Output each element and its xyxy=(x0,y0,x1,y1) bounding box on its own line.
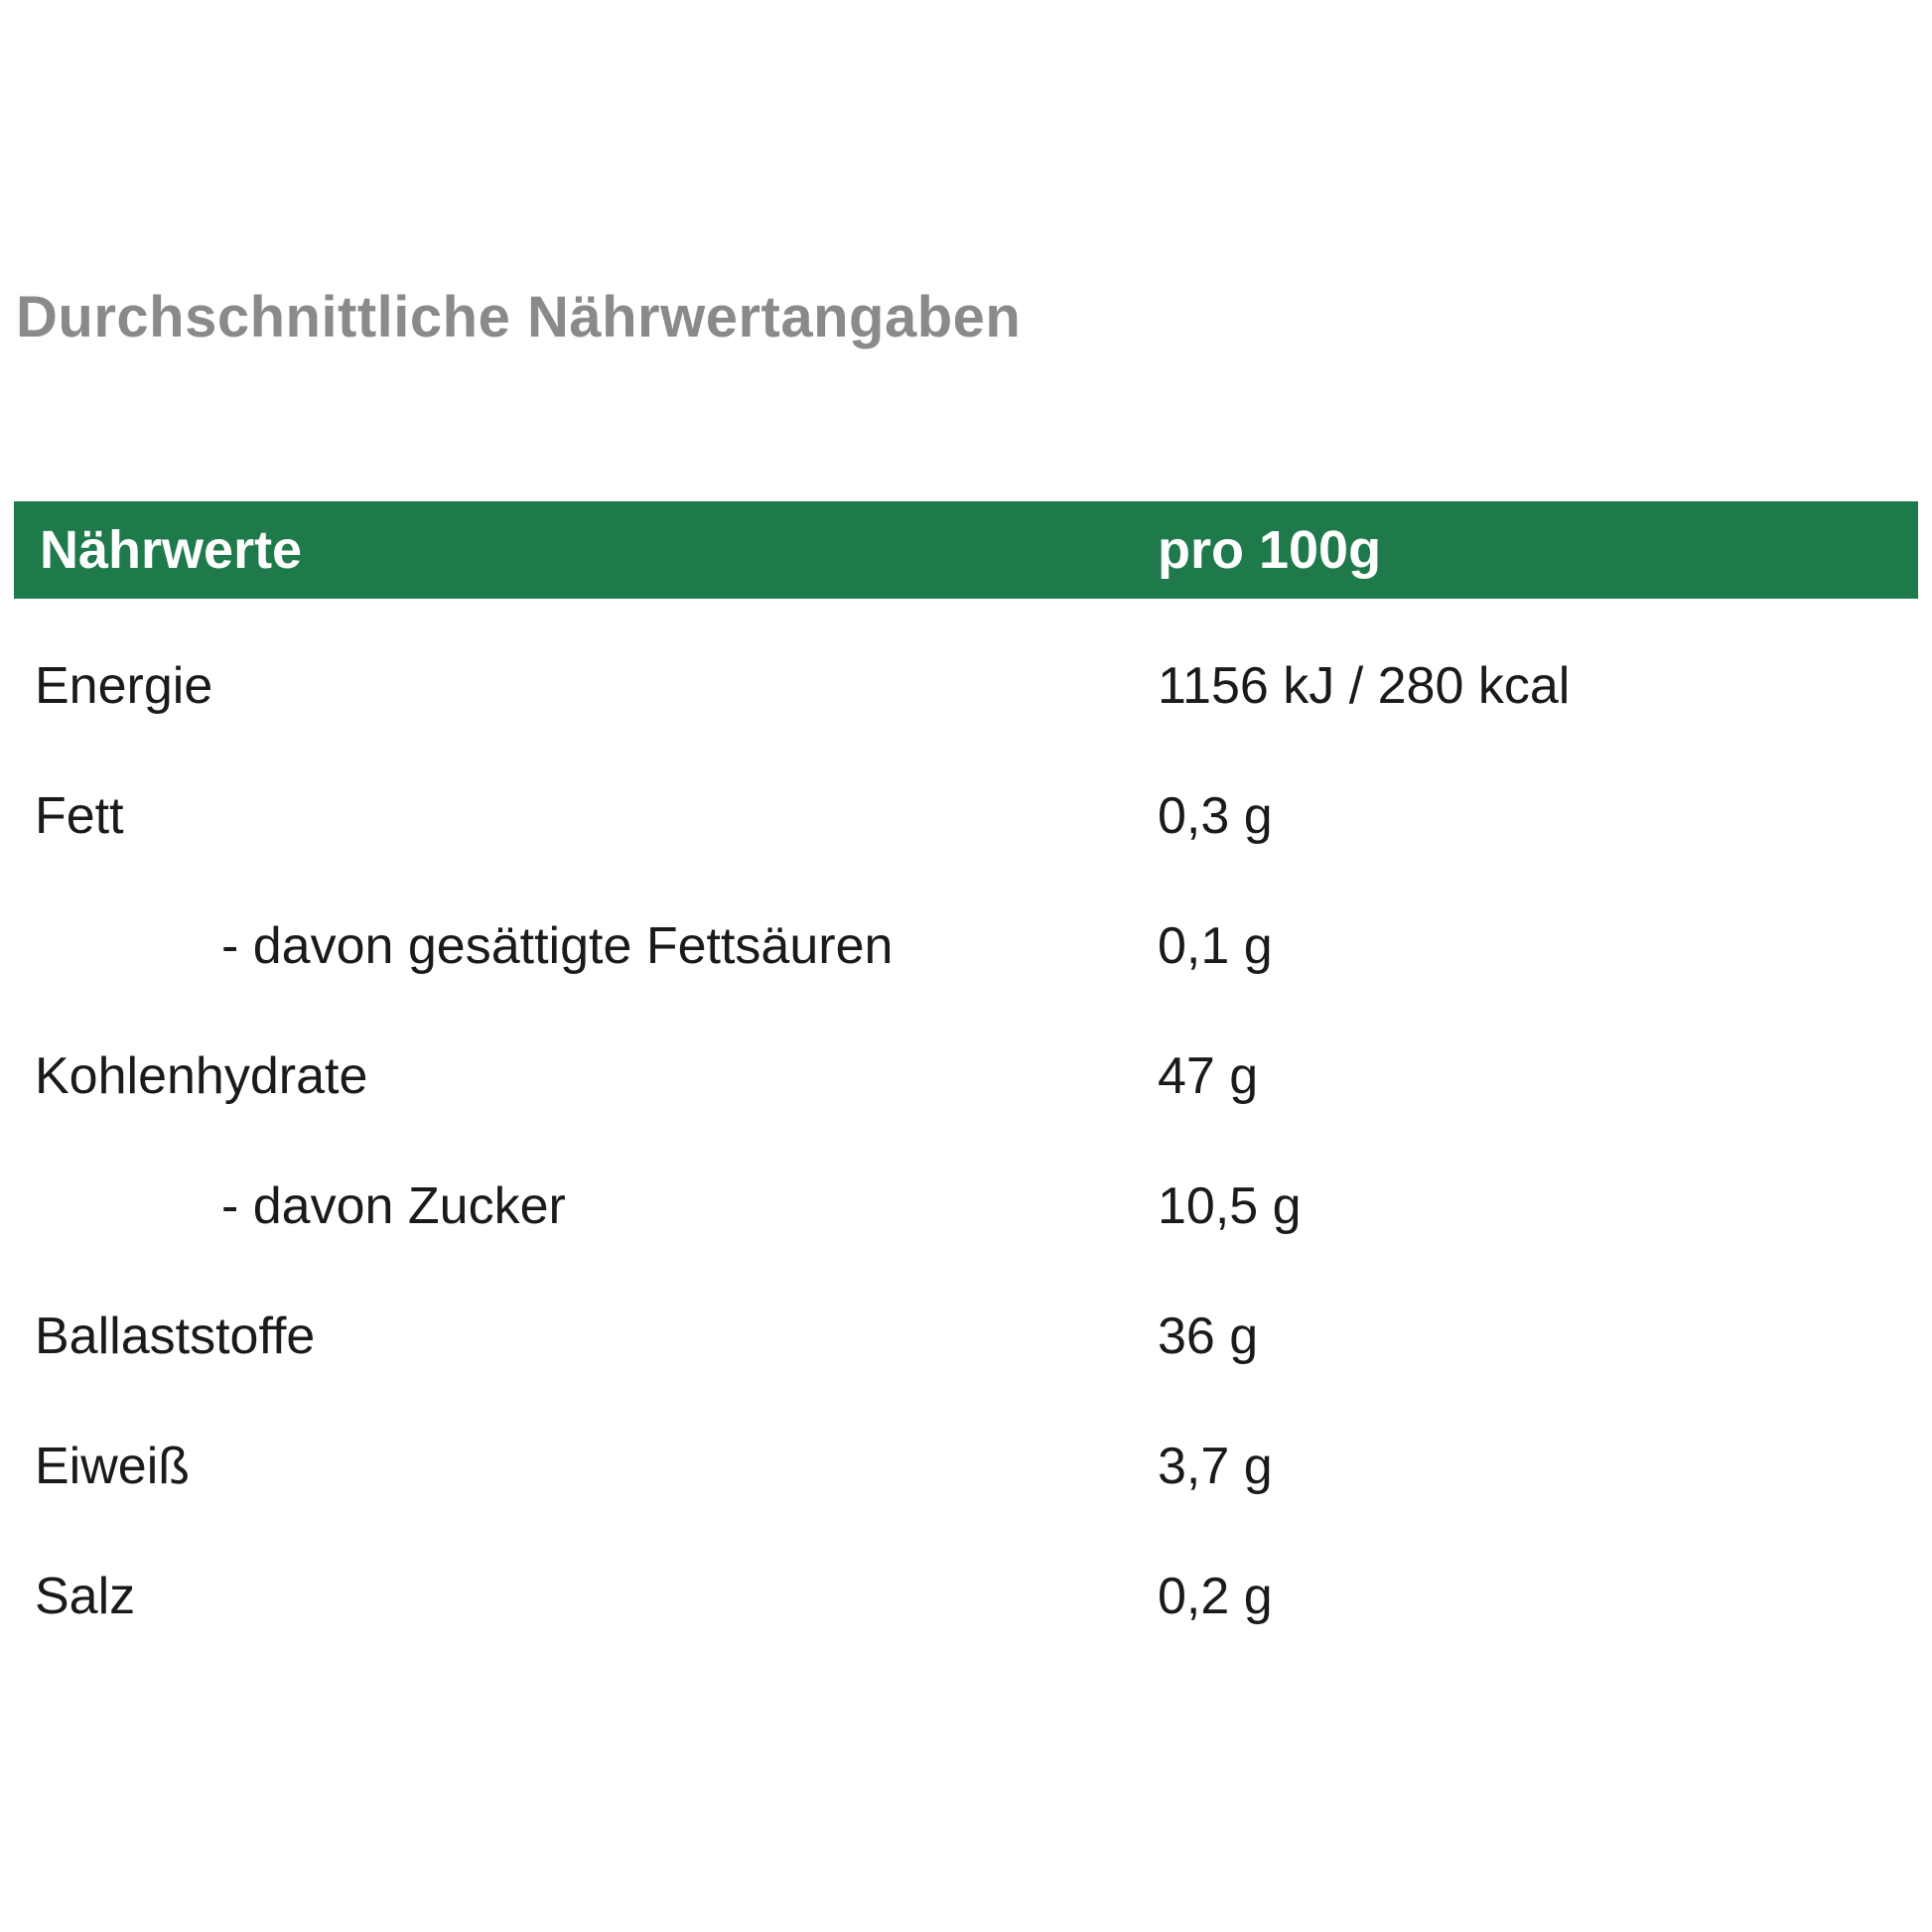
nutrient-value: 0,2 g xyxy=(1158,1567,1273,1625)
table-header-bar: Nährwerte pro 100g xyxy=(14,501,1918,599)
table-row-salz: Salz 0,2 g xyxy=(14,1531,1918,1661)
nutrient-label: - davon gesättigte Fettsäuren xyxy=(221,916,894,975)
header-amount-column: pro 100g xyxy=(1158,520,1382,580)
nutrient-value: 47 g xyxy=(1158,1046,1259,1105)
nutrient-value: 0,1 g xyxy=(1158,916,1273,975)
nutrient-label: Ballaststoffe xyxy=(35,1307,316,1365)
nutrient-label: Salz xyxy=(35,1567,136,1625)
nutrient-value: 10,5 g xyxy=(1158,1176,1302,1235)
table-row-energie: Energie 1156 kJ / 280 kcal xyxy=(14,621,1918,751)
nutrient-label: Energie xyxy=(35,656,213,715)
nutrient-value: 0,3 g xyxy=(1158,786,1273,845)
nutrient-label: Kohlenhydrate xyxy=(35,1046,368,1105)
header-nutrient-column: Nährwerte xyxy=(40,520,303,580)
page-title: Durchschnittliche Nährwertangaben xyxy=(16,285,1022,349)
table-row-zucker: - davon Zucker 10,5 g xyxy=(14,1141,1918,1271)
table-row-eiweiss: Eiweiß 3,7 g xyxy=(14,1401,1918,1531)
nutrient-label: Eiweiß xyxy=(35,1437,191,1495)
table-row-kohlenhydrate: Kohlenhydrate 47 g xyxy=(14,1011,1918,1141)
table-rows: Energie 1156 kJ / 280 kcal Fett 0,3 g - … xyxy=(14,599,1918,1661)
table-row-fett: Fett 0,3 g xyxy=(14,751,1918,881)
nutrient-value: 1156 kJ / 280 kcal xyxy=(1158,656,1571,715)
table-row-ballaststoffe: Ballaststoffe 36 g xyxy=(14,1271,1918,1401)
nutrient-value: 36 g xyxy=(1158,1307,1259,1365)
nutrient-label: Fett xyxy=(35,786,124,845)
nutrient-label: - davon Zucker xyxy=(221,1176,566,1235)
nutrient-value: 3,7 g xyxy=(1158,1437,1273,1495)
nutrition-table: Nährwerte pro 100g Energie 1156 kJ / 280… xyxy=(14,501,1918,1661)
table-row-gesaettigte-fettsaeuren: - davon gesättigte Fettsäuren 0,1 g xyxy=(14,881,1918,1011)
